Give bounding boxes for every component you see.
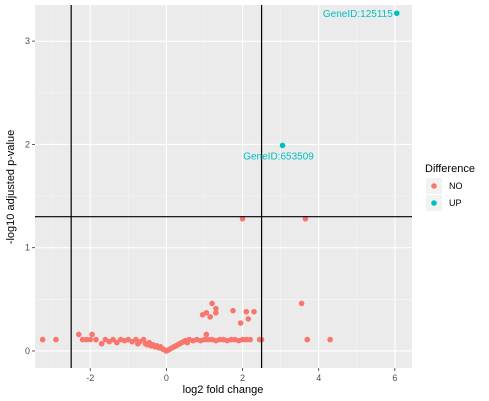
legend-entries: NO UP	[426, 178, 463, 211]
y-tick-label: 1	[25, 243, 30, 253]
point-no	[243, 308, 250, 315]
legend-label: UP	[449, 198, 462, 208]
x-axis-ticks: -2 0 2 4 6	[86, 368, 397, 383]
point-no	[75, 331, 82, 338]
point-no	[247, 336, 253, 343]
point-no	[327, 336, 333, 343]
grid-major	[35, 5, 412, 368]
annotations: GeneID:125115 GeneID:653509	[243, 9, 393, 163]
point-no	[239, 215, 246, 222]
annotation-label: GeneID:125115	[323, 9, 393, 20]
point-no	[114, 339, 120, 346]
point-no	[207, 314, 213, 320]
point-up	[279, 142, 286, 149]
legend-swatch	[431, 200, 437, 206]
point-no	[53, 336, 59, 343]
data-points	[39, 10, 400, 354]
y-tick-label: 3	[25, 36, 30, 46]
y-tick-label: 2	[25, 139, 30, 149]
plot-panel	[35, 5, 412, 368]
point-no	[87, 336, 94, 343]
point-no	[203, 331, 210, 338]
legend-title: Difference	[425, 163, 475, 175]
point-no	[251, 308, 257, 315]
point-no	[89, 331, 95, 338]
point-no	[209, 300, 215, 307]
y-axis-ticks: 0 1 2 3	[25, 36, 35, 356]
x-tick-label: 4	[316, 373, 321, 383]
y-tick-label: 0	[25, 346, 30, 356]
point-no	[110, 336, 116, 343]
point-no	[302, 215, 309, 222]
point-no	[304, 336, 311, 343]
grid-minor	[35, 5, 412, 368]
x-tick-label: -2	[86, 373, 94, 383]
annotation-label: GeneID:653509	[243, 151, 314, 162]
y-axis-title: -log10 adjusted p-value	[5, 130, 17, 244]
point-no	[230, 307, 236, 314]
legend-swatch	[431, 183, 437, 189]
point-no	[213, 309, 219, 316]
threshold-lines	[35, 5, 412, 368]
x-tick-label: 6	[392, 373, 397, 383]
point-no	[98, 340, 105, 347]
point-no	[213, 305, 219, 312]
x-tick-label: 0	[164, 373, 169, 383]
point-no	[39, 336, 46, 343]
point-no	[237, 320, 244, 326]
point-no	[203, 309, 210, 316]
point-up	[393, 10, 400, 17]
x-tick-label: 2	[240, 373, 245, 383]
point-no	[93, 336, 99, 343]
point-no	[298, 300, 305, 307]
x-axis-title: log2 fold change	[183, 384, 264, 396]
legend: Difference NO UP	[425, 163, 475, 211]
point-no	[245, 316, 252, 322]
legend-label: NO	[449, 181, 463, 191]
